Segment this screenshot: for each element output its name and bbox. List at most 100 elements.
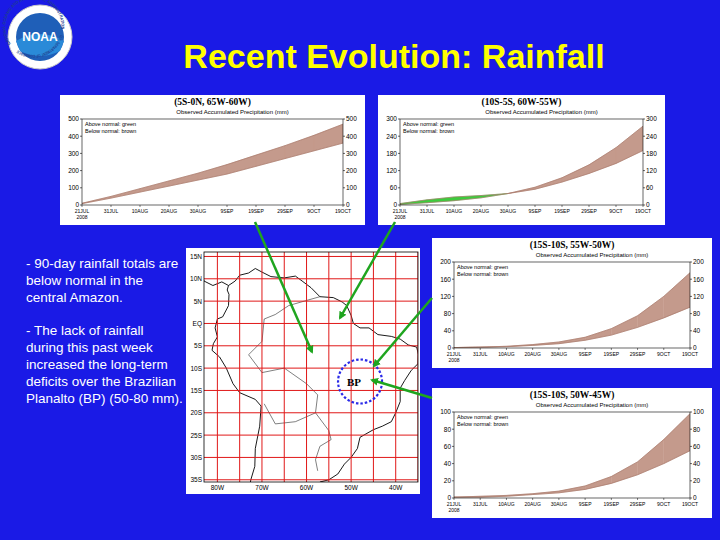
y-tick bbox=[398, 136, 400, 137]
chart-subtitle: Observed Accumulated Precipitation (mm) bbox=[536, 252, 648, 258]
x-tick-label-line: 20AUG bbox=[524, 501, 541, 507]
link-arrow bbox=[255, 222, 312, 352]
x-tick bbox=[558, 348, 559, 350]
anomaly-area bbox=[198, 165, 227, 180]
plot-marks bbox=[454, 273, 690, 348]
lat-label: 5S bbox=[194, 342, 203, 349]
x-tick-label-line: 10AUG bbox=[498, 501, 515, 507]
y-tick-label: 80 bbox=[444, 426, 452, 433]
x-tick-label: 19OCT bbox=[635, 208, 651, 214]
x-tick bbox=[506, 498, 507, 500]
y-tick bbox=[80, 136, 82, 137]
series-line bbox=[454, 307, 690, 347]
y-tick-label: 200 bbox=[68, 167, 79, 174]
y-tick bbox=[452, 279, 454, 280]
series-line bbox=[454, 273, 690, 348]
series-line bbox=[82, 143, 343, 204]
x-tick-label: 20AUG bbox=[524, 501, 541, 507]
x-tick-label-line: 19SEP bbox=[248, 208, 264, 214]
x-tick-label-line: 19OCT bbox=[635, 208, 651, 214]
legend-text: Above normal: green bbox=[403, 121, 454, 127]
note: - 90-day rainfall totals are below norma… bbox=[26, 255, 184, 306]
x-tick-label: 30AUG bbox=[500, 208, 517, 214]
y-tick bbox=[343, 136, 345, 137]
x-tick-label: 30AUG bbox=[551, 351, 568, 357]
x-tick-label-line: 30AUG bbox=[500, 208, 517, 214]
logo-ring-text: NATIONAL OCEANIC AND ATMOSPHERIC ADMINIS… bbox=[2, 0, 66, 46]
y-tick-label: 240 bbox=[646, 133, 657, 140]
border bbox=[262, 368, 318, 424]
y-tick bbox=[690, 262, 692, 263]
x-tick-label-line: 9OCT bbox=[609, 208, 622, 214]
y-tick bbox=[398, 153, 400, 154]
x-tick-label-line: 20AUG bbox=[524, 351, 541, 357]
x-tick-label: 20AUG bbox=[161, 208, 178, 214]
x-tick-label: 9SEP bbox=[579, 501, 592, 507]
x-tick bbox=[481, 205, 482, 207]
x-tick-label: 30AUG bbox=[551, 501, 568, 507]
chart-title: (10S-5S, 60W-55W) bbox=[482, 97, 562, 108]
x-tick bbox=[111, 205, 112, 207]
y-tick-label: 60 bbox=[444, 443, 452, 450]
chart-subtitle: Observed Accumulated Precipitation (mm) bbox=[176, 109, 288, 115]
x-tick-label: 31JUL bbox=[473, 501, 488, 507]
legend-text: Above normal: green bbox=[85, 121, 136, 127]
y-tick-label: 20 bbox=[444, 477, 452, 484]
x-tick-label-line: 20AUG bbox=[473, 208, 490, 214]
x-tick-label-line: 9SEP bbox=[579, 501, 592, 507]
x-tick-label: 10AUG bbox=[446, 208, 463, 214]
x-tick-label: 9SEP bbox=[579, 351, 592, 357]
lat-grid bbox=[204, 368, 418, 369]
y-tick bbox=[690, 498, 692, 499]
y-tick-label: 160 bbox=[440, 276, 451, 283]
x-tick-label-line: 9SEP bbox=[221, 208, 234, 214]
y-tick-label: 100 bbox=[68, 184, 79, 191]
x-tick-label: 30AUG bbox=[190, 208, 207, 214]
y-tick bbox=[80, 119, 82, 120]
y-tick bbox=[690, 429, 692, 430]
y-tick bbox=[690, 296, 692, 297]
map-frame bbox=[204, 252, 418, 482]
y-tick-label: 40 bbox=[444, 460, 452, 467]
x-tick-label-line: 30AUG bbox=[551, 351, 568, 357]
x-tick bbox=[227, 205, 228, 207]
x-tick-label: 31JUL bbox=[473, 351, 488, 357]
y-tick-label: 240 bbox=[386, 133, 397, 140]
plot-frame bbox=[454, 412, 690, 498]
x-tick bbox=[285, 205, 286, 207]
x-tick-label: 21JUL2008 bbox=[447, 501, 462, 513]
y-tick bbox=[343, 187, 345, 188]
x-tick-label-line: 9OCT bbox=[657, 501, 670, 507]
x-tick-label: 9SEP bbox=[221, 208, 234, 214]
series-line bbox=[454, 414, 690, 497]
y-tick bbox=[452, 348, 454, 349]
y-tick bbox=[690, 463, 692, 464]
x-tick-label-line: 10AUG bbox=[446, 208, 463, 214]
x-tick bbox=[140, 205, 141, 207]
x-tick-label-line: 29SEP bbox=[581, 208, 597, 214]
link-arrow bbox=[374, 298, 432, 366]
x-tick-label-line: 31JUL bbox=[420, 208, 435, 214]
x-tick bbox=[454, 348, 455, 350]
x-tick-label-line: 2008 bbox=[448, 357, 459, 363]
y-tick bbox=[452, 463, 454, 464]
y-tick-label: 40 bbox=[444, 327, 452, 334]
y-tick-label: 200 bbox=[693, 258, 704, 265]
x-tick bbox=[663, 348, 664, 350]
x-tick bbox=[169, 205, 170, 207]
lat-label: EQ bbox=[193, 320, 202, 328]
y-tick bbox=[690, 348, 692, 349]
x-tick-label: 31JUL bbox=[420, 208, 435, 214]
x-tick-label-line: 20AUG bbox=[161, 208, 178, 214]
x-tick-label-line: 2008 bbox=[394, 214, 405, 220]
x-tick bbox=[82, 205, 83, 207]
lat-label: 30S bbox=[190, 454, 202, 461]
lon-grid-minor bbox=[328, 252, 329, 482]
y-tick-label: 300 bbox=[346, 150, 357, 157]
x-tick-label-line: 9SEP bbox=[579, 351, 592, 357]
chart: (15S-10S, 50W-45W)Observed Accumulated P… bbox=[432, 388, 712, 518]
x-tick-label: 29SEP bbox=[630, 501, 646, 507]
x-tick bbox=[427, 205, 428, 207]
x-tick-label-line: 10AUG bbox=[498, 351, 515, 357]
lat-label: 10S bbox=[190, 365, 202, 372]
